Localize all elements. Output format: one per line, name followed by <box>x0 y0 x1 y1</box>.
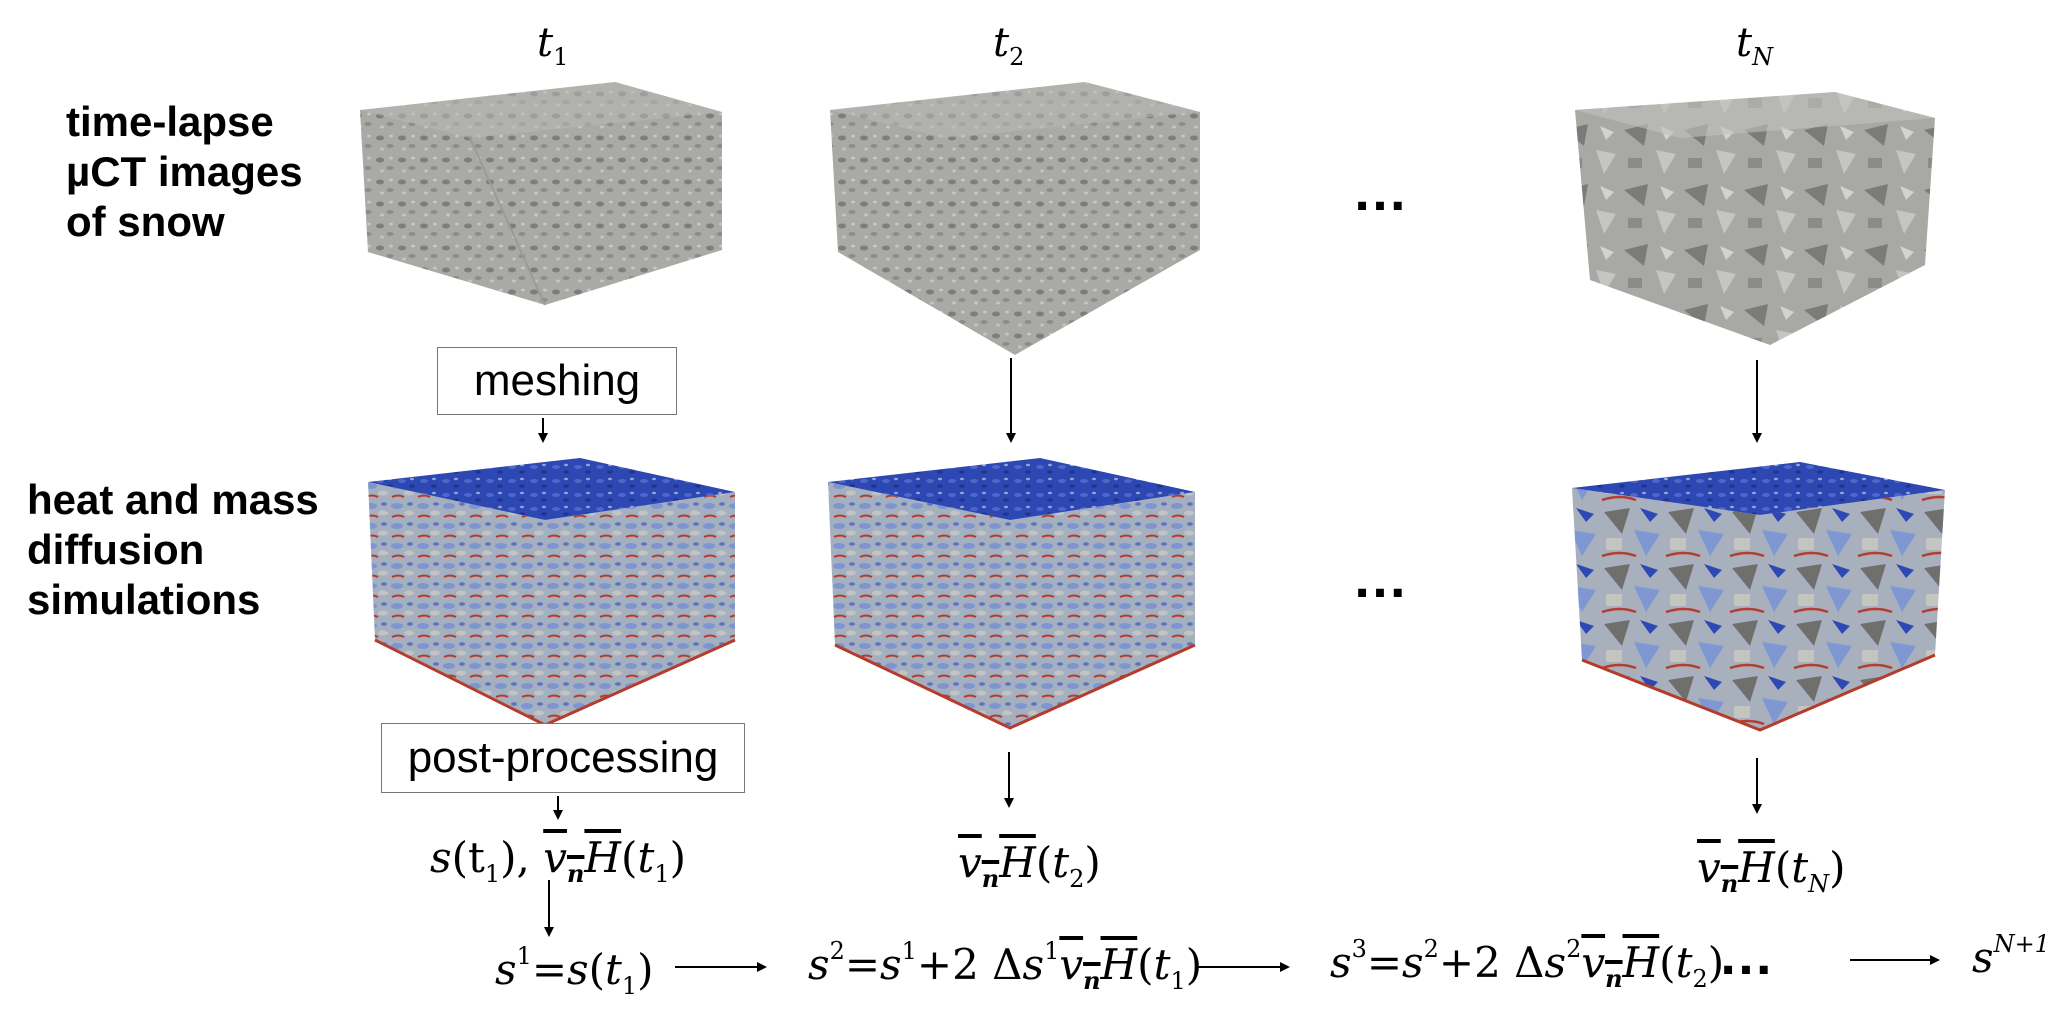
output-s-and-vnh-t1: s(t1), vnH(t1) <box>430 833 686 888</box>
output-vnh-tN: vnH(tN) <box>1697 843 1846 898</box>
meshing-label: meshing <box>473 356 641 405</box>
output-vnh-t2: vnH(t2) <box>958 838 1101 893</box>
label-uct-images: time-lapse µCT images of snow <box>66 97 303 247</box>
label-line: diffusion <box>27 526 205 573</box>
meshing-box: meshing <box>437 347 677 415</box>
ellipsis-images: … <box>1352 159 1412 222</box>
uct-volume-t1 <box>360 82 722 306</box>
label-line: of snow <box>66 198 225 245</box>
label-line: µCT images <box>66 148 303 195</box>
time-label-t1: t1 <box>537 20 569 71</box>
chain-s2: s2=s1+2 Δs1vnH(t1) <box>808 937 1203 995</box>
time-label-tN: tN <box>1736 20 1774 71</box>
uct-volume-tN <box>1575 92 1935 345</box>
simulation-volume-t1 <box>368 458 736 727</box>
label-line: heat and mass <box>27 476 319 523</box>
uct-volume-t2 <box>830 82 1200 355</box>
post-processing-label: post-processing <box>407 733 719 782</box>
label-line: time-lapse <box>66 98 274 145</box>
label-line: simulations <box>27 576 261 623</box>
ellipsis-simulations: … <box>1352 546 1412 609</box>
label-simulations: heat and mass diffusion simulations <box>27 475 319 625</box>
simulation-volume-t2 <box>828 458 1196 730</box>
chain-s1: s1=s(t1) <box>495 942 654 1000</box>
time-label-t2: t2 <box>993 20 1025 71</box>
post-processing-box: post-processing <box>381 723 745 793</box>
ellipsis-chain: … <box>1718 923 1778 986</box>
simulation-volume-tN <box>1572 462 1945 732</box>
chain-sN1: sN+1 <box>1972 930 2050 982</box>
chain-s3: s3=s2+2 Δs2vnH(t2) <box>1330 935 1725 993</box>
